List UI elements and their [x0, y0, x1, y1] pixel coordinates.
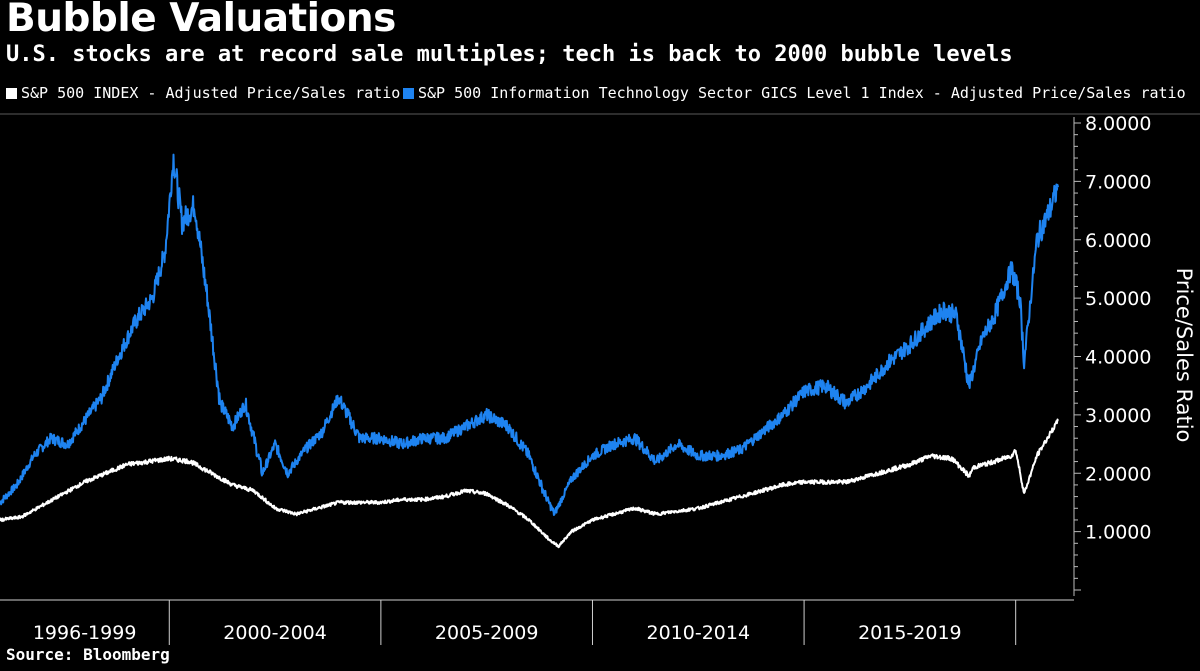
x-category-label: 2015-2019	[858, 622, 962, 644]
legend-label-sp500: S&P 500 INDEX - Adjusted Price/Sales rat…	[21, 84, 401, 102]
legend-swatch-blue	[403, 87, 414, 99]
x-category-label: 1996-1999	[33, 622, 137, 644]
chart-subtitle: U.S. stocks are at record sale multiples…	[6, 42, 1013, 67]
y-tick-label: 1.0000	[1085, 522, 1151, 544]
x-category-label: 2005-2009	[435, 622, 539, 644]
legend: S&P 500 INDEX - Adjusted Price/Sales rat…	[0, 84, 1200, 108]
source-note: Source: Bloomberg	[6, 645, 170, 664]
legend-label-tech: S&P 500 Information Technology Sector GI…	[418, 84, 1186, 102]
y-tick-label: 4.0000	[1085, 347, 1151, 369]
plot-area: 1.0000 2.0000 3.0000 4.0000 5.0000 6.0000 7.00…	[0, 113, 1200, 645]
legend-swatch-white	[6, 87, 17, 99]
y-axis-title: Price/Sales Ratio	[1172, 268, 1196, 443]
legend-item-sp500: S&P 500 INDEX - Adjusted Price/Sales rat…	[6, 84, 400, 102]
x-category-label: 2000-2004	[223, 622, 327, 644]
y-tick-label: 5.0000	[1085, 288, 1151, 310]
chart-title: Bubble Valuations	[6, 0, 396, 41]
y-tick-label: 7.0000	[1085, 171, 1151, 193]
series-line-sp500	[0, 418, 1059, 549]
legend-item-tech: S&P 500 Information Technology Sector GI…	[403, 84, 1186, 102]
y-tick-label: 2.0000	[1085, 463, 1151, 485]
y-tick-label: 3.0000	[1085, 405, 1151, 427]
y-tick-label: 8.0000	[1085, 113, 1151, 135]
series-line-tech	[0, 153, 1059, 516]
x-category-label: 2010-2014	[646, 622, 750, 644]
y-tick-label: 6.0000	[1085, 230, 1151, 252]
